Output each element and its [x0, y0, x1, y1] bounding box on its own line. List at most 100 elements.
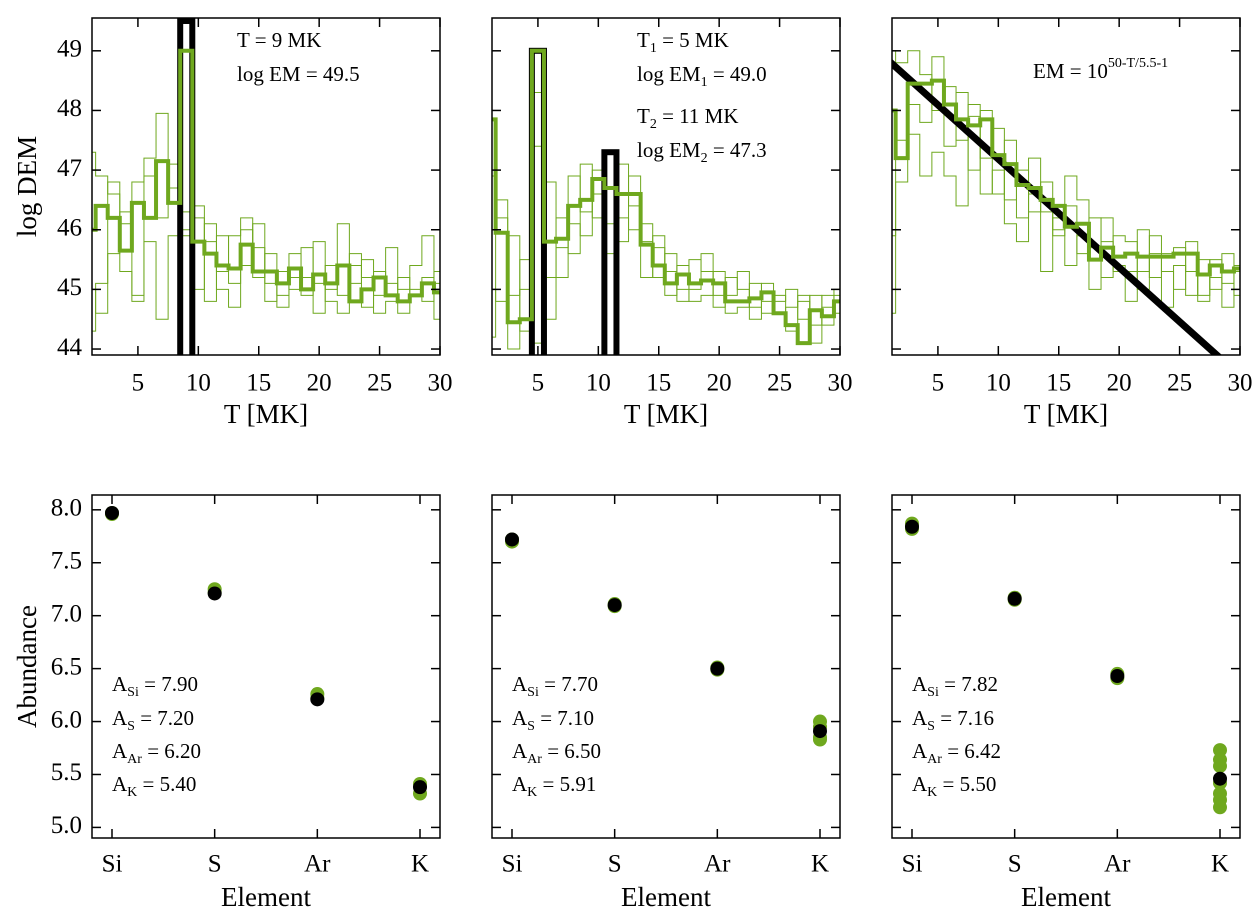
- annotation: log EM = 49.5: [237, 62, 360, 86]
- annotation-sub: Ar: [127, 752, 142, 767]
- annotation-text: A: [112, 772, 128, 796]
- fit-point: [607, 598, 622, 613]
- x-tick-label: 20: [707, 370, 732, 397]
- annotation-text: = 5.50: [937, 772, 996, 796]
- x-tick-label: Ar: [1104, 851, 1131, 878]
- annotation-sup: 50-T/5.5-1: [1108, 56, 1168, 71]
- y-tick-label: 6.5: [51, 653, 82, 680]
- annotation-text: = 5 MK: [657, 28, 729, 52]
- annotation: AK = 5.91: [512, 772, 596, 800]
- annotation: AK = 5.50: [912, 772, 996, 800]
- annotation-text: A: [512, 772, 528, 796]
- annotation-sub: 2: [701, 151, 708, 166]
- annotation: ASi = 7.70: [512, 672, 598, 700]
- annotation-text: = 7.10: [535, 706, 594, 730]
- annotation-text: = 6.42: [942, 739, 1001, 763]
- sample-point: [1213, 800, 1227, 815]
- y-tick-label: 48: [57, 95, 82, 122]
- annotation-sub: 2: [650, 117, 657, 132]
- annotation-sub: Ar: [927, 752, 942, 767]
- x-tick-label: 10: [586, 370, 611, 397]
- annotation-sub: K: [527, 785, 537, 800]
- annotation-text: = 47.3: [708, 138, 767, 162]
- sample-point: [1213, 759, 1227, 774]
- x-tick-label: 5: [932, 370, 945, 397]
- x-tick-label: S: [608, 851, 622, 878]
- annotation-text: log EM: [637, 138, 701, 162]
- y-tick-label: 5.0: [51, 812, 82, 839]
- x-tick-label: 25: [1167, 370, 1192, 397]
- annotation-text: = 7.82: [939, 672, 998, 696]
- annotation-text: A: [112, 706, 128, 730]
- annotation: T1 = 5 MK: [637, 28, 729, 56]
- annotation-sub: Si: [527, 685, 539, 700]
- annotation: AS = 7.16: [912, 706, 994, 734]
- annotation-sub: K: [927, 785, 937, 800]
- annotation-text: T: [637, 104, 650, 128]
- x-tick-label: 10: [986, 370, 1011, 397]
- fit-dem: [492, 48, 840, 346]
- x-axis-label: T [MK]: [624, 399, 708, 429]
- annotation: AAr = 6.50: [512, 739, 601, 767]
- annotation-sub: K: [127, 785, 137, 800]
- plot-area: [105, 505, 427, 801]
- y-tick-label: 47: [57, 155, 82, 182]
- annotation: log EM2 = 47.3: [637, 138, 767, 166]
- annotation: log EM1 = 49.0: [637, 62, 767, 90]
- x-axis-label: Element: [221, 882, 311, 912]
- x-tick-label: 20: [307, 370, 332, 397]
- plot-area: [905, 516, 1227, 815]
- y-tick-label: 49: [57, 36, 82, 63]
- y-tick-label: 7.0: [51, 600, 82, 627]
- y-tick-label: 5.5: [51, 759, 82, 786]
- y-tick-label: 8.0: [51, 495, 82, 522]
- x-tick-label: 15: [646, 370, 671, 397]
- x-tick-label: 15: [246, 370, 271, 397]
- fit-point: [505, 532, 519, 547]
- annotation-sub: Si: [127, 685, 139, 700]
- annotation-sub: S: [127, 719, 135, 734]
- annotation-text: = 11 MK: [657, 104, 739, 128]
- annotation-text: A: [912, 772, 928, 796]
- y-tick-label: 6.0: [51, 706, 82, 733]
- y-tick-label: 45: [57, 274, 82, 301]
- annotation-text: EM = 10: [1033, 59, 1108, 83]
- plot-area: [505, 532, 827, 747]
- frame: [91, 17, 441, 356]
- annotation-text: A: [912, 672, 928, 696]
- x-tick-label: 25: [767, 370, 792, 397]
- annotation-text: log EM = 49.5: [237, 62, 360, 86]
- annotation-text: = 5.40: [137, 772, 196, 796]
- annotation-text: A: [912, 706, 928, 730]
- annotation-sub: Si: [927, 685, 939, 700]
- x-tick-label: Ar: [704, 851, 731, 878]
- y-tick-label: 46: [57, 214, 82, 241]
- annotation: AK = 5.40: [112, 772, 196, 800]
- annotation-text: T = 9 MK: [237, 28, 321, 52]
- x-tick-label: 30: [428, 370, 453, 397]
- annotation-text: = 6.20: [142, 739, 201, 763]
- annotation-text: = 7.70: [539, 672, 598, 696]
- fit-point: [310, 692, 325, 707]
- annotation-text: log EM: [637, 62, 701, 86]
- x-tick-label: Si: [102, 851, 123, 878]
- x-tick-label: 10: [186, 370, 211, 397]
- y-tick-label: 7.5: [51, 547, 82, 574]
- frame: [91, 494, 441, 839]
- fit-point: [1007, 591, 1022, 606]
- x-tick-label: Si: [902, 851, 923, 878]
- annotation-text: = 7.20: [135, 706, 194, 730]
- fit-point: [905, 519, 919, 534]
- annotation: ASi = 7.82: [912, 672, 998, 700]
- annotation: AAr = 6.42: [912, 739, 1001, 767]
- plot-area: [892, 50, 1240, 355]
- annotation-text: = 6.50: [542, 739, 601, 763]
- x-tick-label: 30: [828, 370, 853, 397]
- plot-area: [92, 18, 440, 355]
- x-tick-label: K: [411, 851, 429, 878]
- frame: [891, 17, 1241, 356]
- annotation: AAr = 6.20: [112, 739, 201, 767]
- annotation-text: A: [112, 739, 128, 763]
- x-tick-label: 20: [1107, 370, 1132, 397]
